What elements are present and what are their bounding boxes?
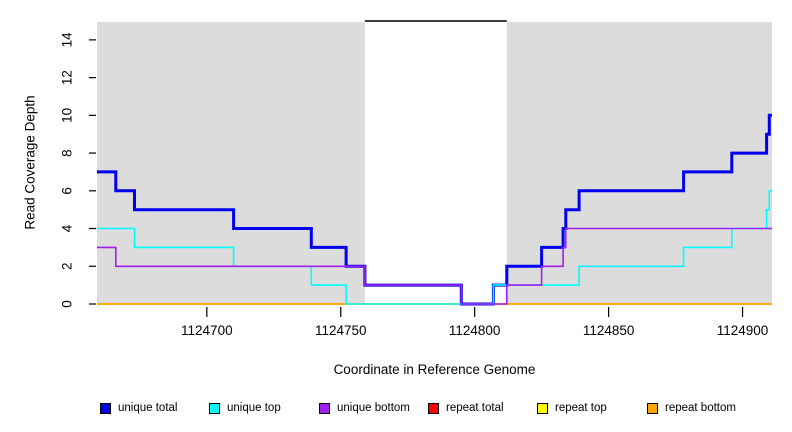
- x-axis-tick-label: 1124850: [583, 323, 635, 338]
- x-axis-tick-label: 1124900: [717, 323, 769, 338]
- series-line-unique-bottom: [97, 227, 772, 305]
- legend-item-repeat-bottom: repeat bottom: [647, 399, 736, 417]
- legend-item-unique-top: unique top: [209, 399, 281, 417]
- y-axis-tick-label: 2: [60, 263, 75, 271]
- x-axis-tick-label: 1124750: [315, 323, 367, 338]
- y-axis-tick-label: 8: [60, 149, 75, 157]
- legend-label: repeat top: [555, 402, 607, 414]
- shaded-region: [506, 22, 772, 304]
- x-axis-tick-label: 1124700: [181, 323, 233, 338]
- unique-top-swatch: [209, 402, 220, 414]
- shaded-region: [97, 22, 365, 304]
- legend-label: repeat bottom: [665, 402, 736, 414]
- y-axis-tick-label: 0: [60, 300, 75, 308]
- x-axis-title: Coordinate in Reference Genome: [334, 362, 536, 377]
- chart-legend: unique total unique top unique bottom re…: [0, 399, 792, 423]
- y-axis-title: Read Coverage Depth: [23, 95, 38, 229]
- y-axis-tick-label: 12: [60, 70, 75, 85]
- x-axis-tick-label: 1124800: [449, 323, 501, 338]
- unique-total-swatch: [100, 402, 111, 414]
- repeat-top-swatch: [537, 402, 548, 414]
- legend-item-unique-total: unique total: [100, 399, 177, 417]
- legend-label: unique top: [227, 402, 281, 414]
- repeat-bottom-swatch: [647, 402, 658, 414]
- legend-label: repeat total: [446, 402, 504, 414]
- legend-item-unique-bottom: unique bottom: [319, 399, 410, 417]
- unique-bottom-swatch: [319, 402, 330, 414]
- y-axis-tick-label: 10: [60, 108, 75, 123]
- legend-label: unique total: [118, 402, 178, 414]
- y-axis-tick-label: 4: [60, 224, 75, 232]
- legend-item-repeat-total: repeat total: [428, 399, 504, 417]
- repeat-total-swatch: [428, 402, 439, 414]
- series-line-unique-total: [97, 113, 772, 306]
- y-axis-tick-label: 14: [60, 32, 75, 48]
- legend-item-repeat-top: repeat top: [537, 399, 607, 417]
- legend-label: unique bottom: [337, 402, 410, 414]
- y-axis-tick-label: 6: [60, 187, 75, 195]
